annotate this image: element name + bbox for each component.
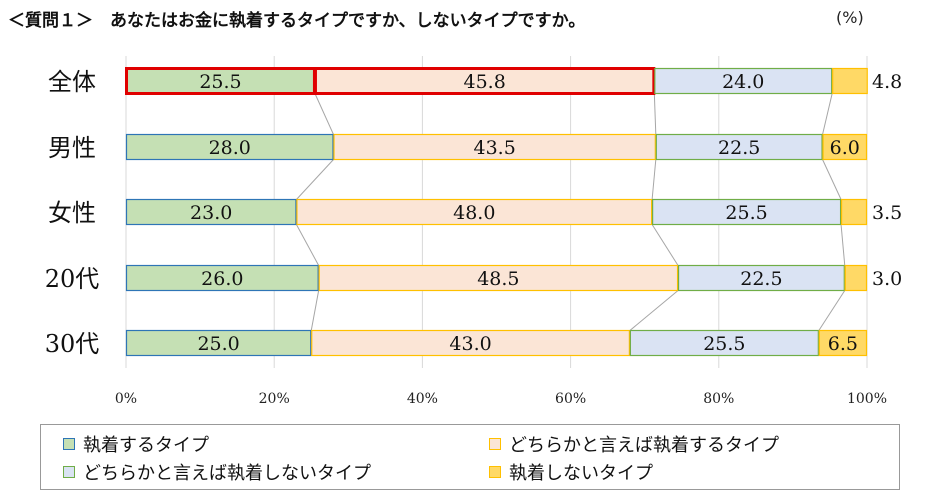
value-label-2-2: 43.5 [473,137,515,159]
category-label-2: 男性 [48,134,96,162]
legend-item-series-2: どちらかと言えば執着するタイプ [489,431,779,457]
legend-swatch-series-3 [63,466,75,478]
value-label-3-3: 25.5 [725,202,767,224]
x-tick-label-3: 60% [555,391,586,407]
legend-swatch-series-2 [489,438,501,450]
series-line-2-2 [651,159,657,200]
bar-5-series-2 [311,329,630,357]
value-label-3-2: 48.0 [453,202,495,224]
legend-swatch-series-1 [63,438,75,450]
category-label-4: 20代 [45,265,100,293]
value-label-2-3: 22.5 [718,137,760,159]
value-label-1-2: 45.8 [463,71,505,93]
value-label-4-1: 26.0 [201,268,243,290]
legend-item-series-1: 執着するタイプ [63,431,209,457]
legend-swatch-series-4 [489,466,501,478]
legend-label-series-1: 執着するタイプ [83,435,209,456]
series-line-3-1 [822,93,833,135]
category-label-1: 全体 [48,68,96,96]
bar-1-series-2 [313,67,656,95]
value-label-3-1: 23.0 [190,202,232,224]
series-line-3-4 [818,290,846,331]
bar-3-series-4 [840,198,868,226]
x-tick-label-1: 20% [259,391,290,407]
value-label-4-2: 48.5 [477,268,519,290]
legend-label-series-3: どちらかと言えば執着しないタイプ [83,463,371,484]
value-label-3-4: 3.5 [872,202,902,224]
value-label-4-3: 22.5 [740,268,782,290]
value-label-5-2: 43.0 [449,333,491,355]
bar-3-series-3 [652,198,842,226]
bar-1-series-4 [832,67,868,95]
series-line-3-2 [822,159,842,200]
bar-1-series-3 [654,67,833,95]
stacked-bar-chart: 0% 20% 40% 60% 80% 100% 全体 25.5 45.8 24.0 4.8 男性 28.… [45,56,902,407]
series-line-2-4 [629,290,679,331]
series-line-2-3 [651,224,679,266]
value-label-4-4: 3.0 [872,268,902,290]
x-tick-label-0: 0% [115,391,137,407]
series-line-3-3 [840,224,846,266]
value-label-5-4: 6.5 [828,333,858,355]
x-tick-label-4: 80% [703,391,734,407]
bar-3-series-1 [125,198,297,226]
category-label-3: 女性 [48,199,96,227]
series-line-1-3 [295,224,320,266]
bar-5-series-1 [125,329,312,357]
value-label-5-3: 25.5 [703,333,745,355]
legend-item-series-3: どちらかと言えば執着しないタイプ [63,459,371,485]
value-label-1-3: 24.0 [722,71,764,93]
bar-2-series-2 [333,133,656,161]
bar-2-series-3 [655,133,823,161]
chart-title: ＜質問１＞ あなたはお金に執着するタイプですか、しないタイプですか。 [8,11,586,31]
bar-4-series-3 [677,264,845,292]
bar-2-series-4 [822,133,868,161]
legend-label-series-4: 執着しないタイプ [509,463,653,484]
bar-3-series-2 [296,198,653,226]
series-line-1-4 [310,290,320,331]
legend-item-series-4: 執着しないタイプ [489,459,653,485]
value-label-5-1: 25.0 [197,333,239,355]
bar-2-series-1 [125,133,334,161]
bar-5-series-4 [818,329,868,357]
category-label-5: 30代 [45,330,100,358]
value-label-1-1: 25.5 [199,71,241,93]
bar-4-series-2 [318,264,679,292]
bar-5-series-3 [629,329,819,357]
value-label-2-1: 28.0 [209,137,251,159]
x-tick-label-5: 100% [847,391,887,407]
bar-4-series-4 [844,264,868,292]
series-line-2-1 [653,93,657,135]
series-line-1-1 [314,93,334,135]
value-label-2-4: 6.0 [830,137,860,159]
x-tick-label-2: 40% [407,391,438,407]
series-line-1-2 [296,159,334,200]
unit-label: (%) [836,8,864,27]
legend: 執着するタイプ どちらかと言えば執着するタイプ どちらかと言えば執着しないタイプ… [40,424,900,490]
value-label-1-4: 4.8 [872,71,902,93]
bar-4-series-1 [125,264,319,292]
legend-label-series-2: どちらかと言えば執着するタイプ [509,435,779,456]
